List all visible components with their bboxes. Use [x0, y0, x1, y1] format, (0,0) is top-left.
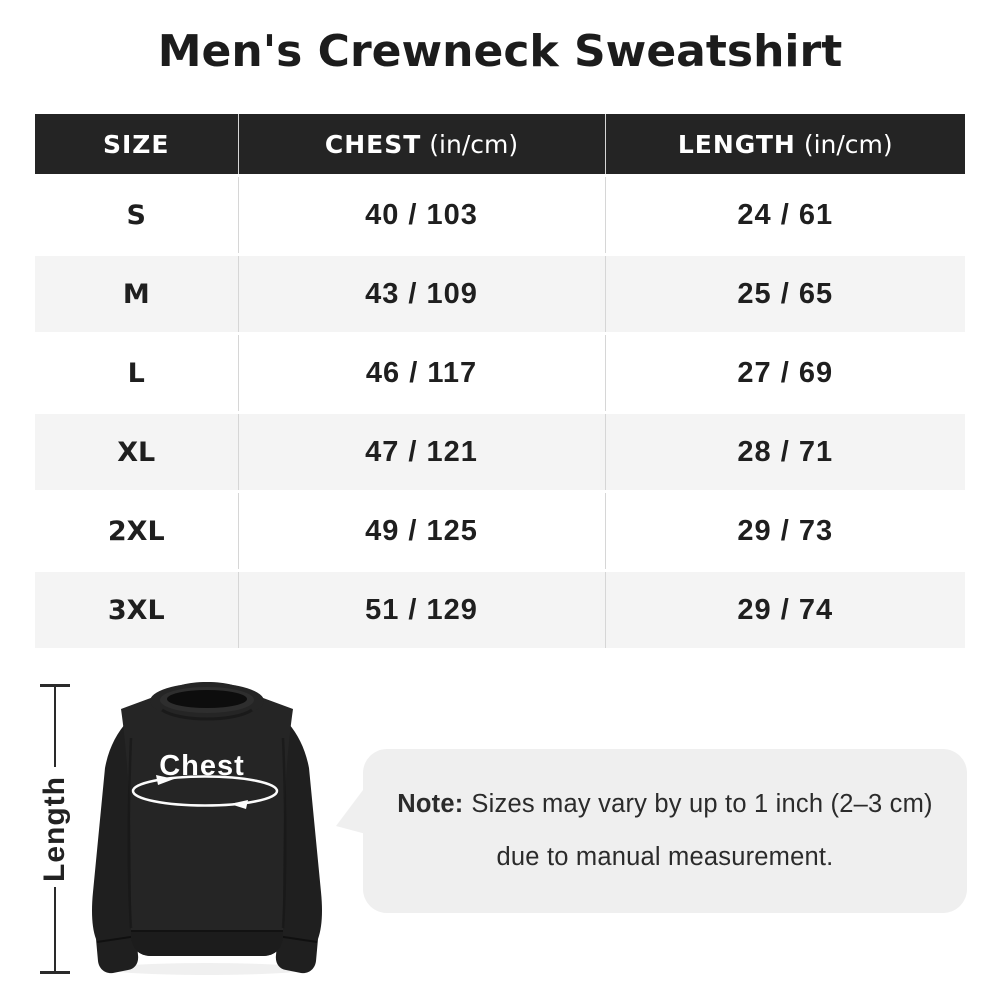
chest-measure-ellipse [131, 775, 279, 807]
arrow-right-icon [156, 775, 174, 785]
table-row: M 43 / 109 25 / 65 [35, 253, 965, 335]
length-measure-line: Length [38, 684, 71, 974]
chest-cell: 47 / 121 [237, 411, 605, 493]
length-header-label: LENGTH [677, 129, 796, 159]
size-cell: 2XL [35, 490, 238, 572]
column-header-chest: CHEST (in/cm) [237, 114, 605, 176]
chest-cell: 40 / 103 [237, 174, 605, 256]
chest-cell: 51 / 129 [237, 569, 605, 651]
column-header-length: LENGTH (in/cm) [604, 114, 965, 176]
left-side-seam [127, 737, 133, 929]
table-row: XL 47 / 121 28 / 71 [35, 411, 965, 493]
chest-header-label: CHEST [324, 129, 422, 159]
right-cuff-seam [276, 935, 318, 943]
note-line-2: due to manual measurement. [496, 843, 834, 871]
length-cell: 28 / 71 [604, 411, 965, 493]
length-cell: 24 / 61 [604, 174, 965, 256]
size-cell: XL [35, 411, 238, 493]
hem-band [131, 931, 283, 956]
note-bubble: Note: Sizes may vary by up to 1 inch (2–3… [363, 749, 967, 913]
chest-cell: 49 / 125 [237, 490, 605, 572]
right-side-seam [281, 737, 287, 929]
product-title: Men's Crewneck Sweatshirt [157, 26, 843, 77]
measure-line-lower [54, 887, 56, 971]
table-row: 2XL 49 / 125 29 / 73 [35, 490, 965, 572]
note-line-1: Note: Sizes may vary by up to 1 inch (2–3… [397, 778, 932, 831]
measure-cap-bottom [40, 971, 70, 974]
collar-opening [167, 690, 247, 708]
table-row: 3XL 51 / 129 29 / 74 [35, 569, 965, 651]
length-header-unit: (in/cm) [803, 129, 893, 159]
length-cell: 29 / 73 [604, 490, 965, 572]
length-cell: 27 / 69 [604, 332, 965, 414]
chest-header-unit: (in/cm) [429, 129, 519, 159]
header-row: SIZE CHEST (in/cm) LENGTH (in/cm) [35, 114, 965, 176]
length-label: Length [38, 776, 71, 882]
note-prefix: Note: [397, 790, 464, 818]
chest-cell: 46 / 117 [237, 332, 605, 414]
size-chart-table: SIZE CHEST (in/cm) LENGTH (in/cm) S 40 / 1… [35, 114, 965, 651]
length-cell: 29 / 74 [604, 569, 965, 651]
sweatshirt-body [121, 682, 293, 956]
size-cell: M [35, 253, 238, 335]
measure-cap-top [40, 684, 70, 687]
sweatshirt-shadow [107, 963, 307, 975]
size-cell: 3XL [35, 569, 238, 651]
arrow-left-icon [230, 800, 248, 809]
table-row: L 46 / 117 27 / 69 [35, 332, 965, 414]
collar-shadow [161, 708, 253, 721]
table-row: S 40 / 103 24 / 61 [35, 174, 965, 256]
size-header-label: SIZE [102, 129, 170, 159]
size-cell: S [35, 174, 238, 256]
size-cell: L [35, 332, 238, 414]
measure-line-upper [54, 687, 56, 767]
sweatshirt-image: Chest [92, 682, 322, 975]
note-bubble-tail [336, 786, 366, 834]
chest-cell: 43 / 109 [237, 253, 605, 335]
left-cuff-seam [96, 935, 138, 943]
note-text-1: Sizes may vary by up to 1 inch (2–3 cm) [471, 790, 933, 818]
length-cell: 25 / 65 [604, 253, 965, 335]
column-header-size: SIZE [35, 114, 238, 176]
